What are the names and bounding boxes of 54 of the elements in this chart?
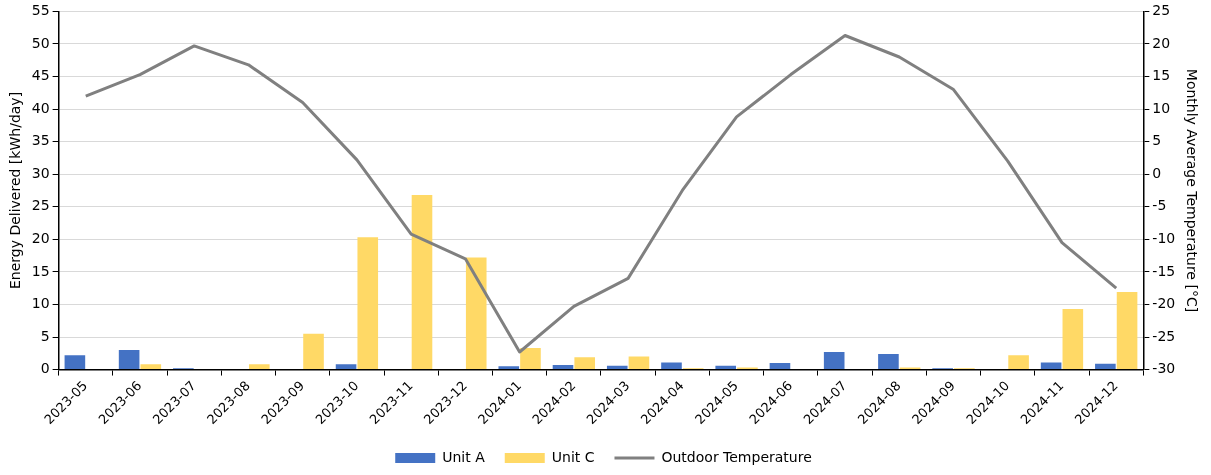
bar: [552, 365, 574, 370]
bar: [357, 237, 379, 370]
y2-tick-label: 15: [1152, 67, 1171, 84]
bar: [606, 365, 628, 370]
bar: [498, 366, 520, 370]
y-tick-label: 45: [31, 67, 50, 84]
y-tick-label: 50: [31, 34, 50, 51]
bar: [118, 350, 140, 370]
bar: [1040, 362, 1062, 370]
bar: [878, 353, 899, 370]
y2-tick-label: 0: [1152, 164, 1162, 181]
bar: [1062, 309, 1084, 370]
y-tick-label: 55: [31, 2, 50, 19]
bar: [520, 348, 541, 370]
y-tick-label: 5: [40, 327, 50, 344]
y-axis-title: Energy Delivered [kWh/day]: [7, 91, 24, 290]
legend-label: Unit A: [442, 448, 486, 465]
bar: [823, 351, 845, 370]
y-tick-label: 0: [40, 360, 50, 377]
y2-tick-label: -15: [1152, 262, 1176, 279]
bar: [248, 364, 270, 370]
y2-tick-label: -25: [1152, 327, 1176, 344]
y2-tick-label: -30: [1152, 360, 1176, 377]
y2-tick-label: 25: [1152, 2, 1171, 19]
bar: [661, 362, 682, 370]
bar: [303, 333, 324, 370]
legend-label: Outdoor Temperature: [661, 448, 812, 465]
y2-tick-label: 5: [1152, 132, 1162, 149]
bar: [574, 357, 596, 370]
y2-tick-label: 10: [1152, 99, 1171, 116]
y-tick-label: 20: [31, 229, 50, 246]
bar: [411, 195, 433, 370]
bar: [769, 363, 791, 370]
y2-tick-label: 20: [1152, 34, 1171, 51]
y-tick-label: 30: [31, 164, 50, 181]
y-tick-label: 10: [31, 295, 50, 312]
y2-axis-title: Monthly Average Temperature [°C]: [1183, 68, 1200, 313]
bar: [140, 364, 162, 370]
bar: [715, 365, 737, 370]
bar: [1008, 355, 1029, 370]
bar: [1095, 363, 1116, 370]
y-tick-label: 40: [31, 99, 50, 116]
y2-tick-label: -20: [1152, 295, 1176, 312]
y2-tick-label: -10: [1152, 229, 1176, 246]
bar: [628, 356, 650, 370]
y-tick-label: 25: [31, 197, 50, 214]
bar: [335, 364, 357, 370]
y-tick-label: 15: [31, 262, 50, 279]
bar: [1116, 292, 1138, 370]
bar: [64, 355, 86, 370]
y2-tick-label: -5: [1152, 197, 1167, 214]
y-tick-label: 35: [31, 132, 50, 149]
legend-label: Unit C: [551, 448, 595, 465]
bar: [465, 257, 487, 370]
